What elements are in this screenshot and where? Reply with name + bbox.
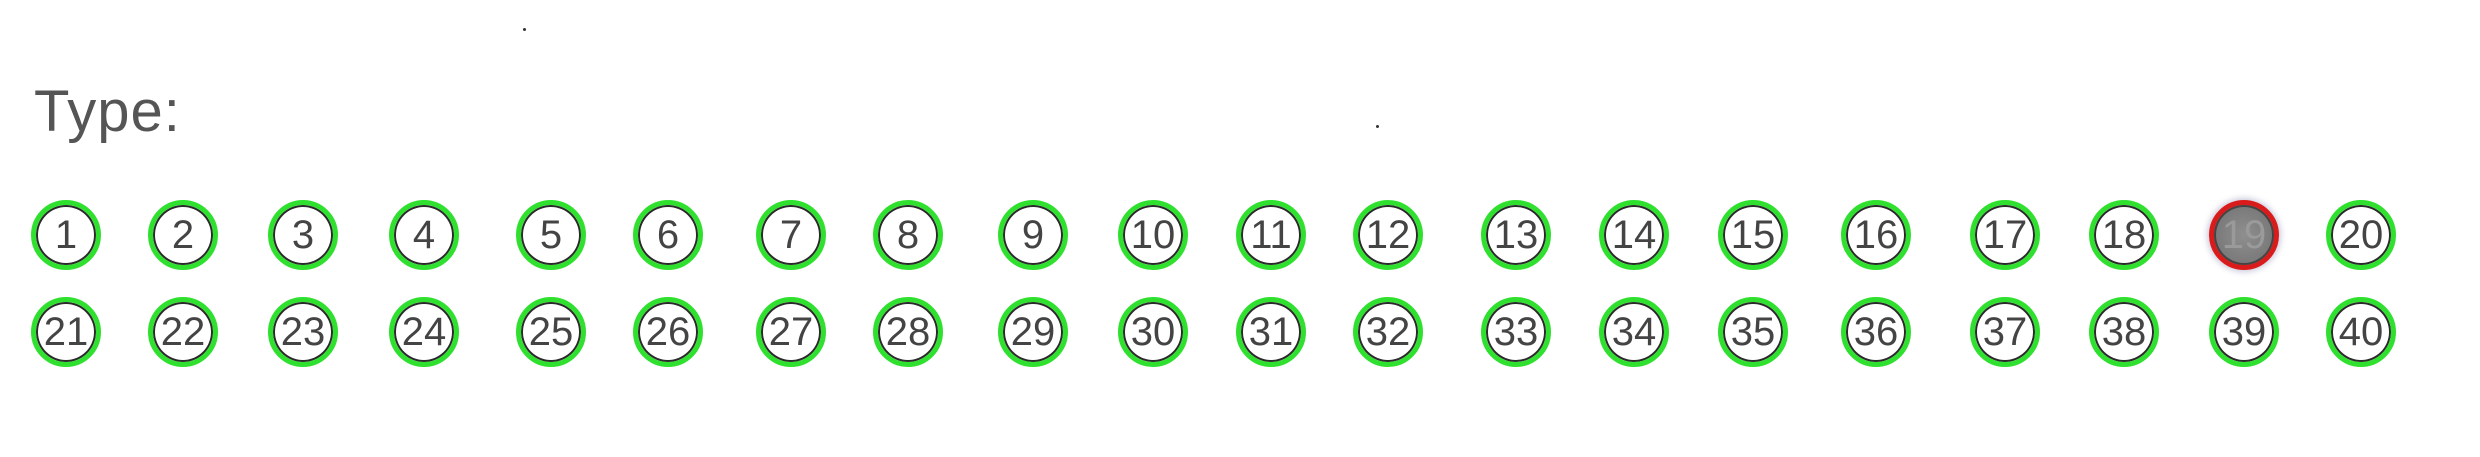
option-bubble-9[interactable]: 9	[998, 200, 1068, 270]
option-bubble-3[interactable]: 3	[268, 200, 338, 270]
option-bubble-30[interactable]: 30	[1118, 297, 1188, 367]
option-bubble-12[interactable]: 12	[1353, 200, 1423, 270]
option-bubble-7[interactable]: 7	[756, 200, 826, 270]
option-bubble-29[interactable]: 29	[998, 297, 1068, 367]
option-bubble-32[interactable]: 32	[1353, 297, 1423, 367]
option-bubble-34[interactable]: 34	[1599, 297, 1669, 367]
option-bubble-38[interactable]: 38	[2089, 297, 2159, 367]
option-bubble-31[interactable]: 31	[1236, 297, 1306, 367]
option-bubble-14[interactable]: 14	[1599, 200, 1669, 270]
bubble-row-2: 21 22 23 24 25 26 27 28 29 30 31 32 33 3…	[0, 287, 2480, 377]
option-bubble-39[interactable]: 39	[2209, 297, 2279, 367]
option-bubble-27[interactable]: 27	[756, 297, 826, 367]
scan-speck	[1376, 125, 1379, 128]
option-bubble-2[interactable]: 2	[148, 200, 218, 270]
bubble-row-1: 1 2 3 4 5 6 7 8 9 10 11 12 13 14 15 16 1…	[0, 190, 2480, 280]
option-bubble-13[interactable]: 13	[1481, 200, 1551, 270]
option-bubble-11[interactable]: 11	[1236, 200, 1306, 270]
option-bubble-18[interactable]: 18	[2089, 200, 2159, 270]
option-bubble-36[interactable]: 36	[1841, 297, 1911, 367]
option-bubble-6[interactable]: 6	[633, 200, 703, 270]
option-bubble-19-selected[interactable]: 19	[2209, 200, 2279, 270]
option-bubble-35[interactable]: 35	[1718, 297, 1788, 367]
option-bubble-40[interactable]: 40	[2326, 297, 2396, 367]
option-bubble-15[interactable]: 15	[1718, 200, 1788, 270]
option-bubble-8[interactable]: 8	[873, 200, 943, 270]
option-bubble-23[interactable]: 23	[268, 297, 338, 367]
option-bubble-1[interactable]: 1	[31, 200, 101, 270]
option-bubble-10[interactable]: 10	[1118, 200, 1188, 270]
option-bubble-33[interactable]: 33	[1481, 297, 1551, 367]
option-bubble-21[interactable]: 21	[31, 297, 101, 367]
option-bubble-16[interactable]: 16	[1841, 200, 1911, 270]
option-bubble-4[interactable]: 4	[389, 200, 459, 270]
option-bubble-25[interactable]: 25	[516, 297, 586, 367]
option-bubble-26[interactable]: 26	[633, 297, 703, 367]
option-bubble-24[interactable]: 24	[389, 297, 459, 367]
option-bubble-17[interactable]: 17	[1970, 200, 2040, 270]
type-label: Type:	[34, 79, 181, 144]
option-bubble-28[interactable]: 28	[873, 297, 943, 367]
option-bubble-22[interactable]: 22	[148, 297, 218, 367]
option-bubble-37[interactable]: 37	[1970, 297, 2040, 367]
option-bubble-20[interactable]: 20	[2326, 200, 2396, 270]
option-bubble-5[interactable]: 5	[516, 200, 586, 270]
scan-speck	[523, 28, 526, 31]
